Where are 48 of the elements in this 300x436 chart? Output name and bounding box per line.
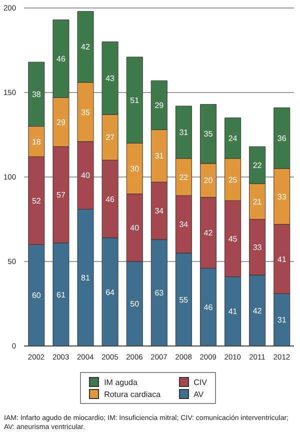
data-label: 22 (252, 161, 262, 170)
data-label: 34 (154, 206, 164, 216)
data-label: 40 (130, 224, 140, 233)
data-label: 42 (204, 228, 214, 238)
data-label: 27 (106, 133, 116, 142)
data-label: 21 (252, 197, 262, 206)
data-label: 20 (204, 176, 214, 186)
data-label: 22 (179, 172, 189, 182)
data-label: 46 (56, 54, 66, 64)
data-label: 61 (56, 290, 66, 300)
legend-label: Rotura cardiaca (104, 390, 161, 398)
data-label: 41 (277, 254, 287, 264)
data-label: 50 (130, 300, 140, 309)
data-label: 57 (56, 190, 66, 200)
data-label: 42 (252, 306, 262, 316)
legend-label: IM aguda (104, 378, 138, 386)
data-label: 45 (228, 234, 238, 244)
data-label: 40 (81, 171, 91, 180)
legend-label: AV (194, 390, 204, 398)
data-label: 18 (32, 137, 42, 146)
data-label: 42 (81, 42, 91, 52)
data-label: 34 (179, 220, 189, 230)
data-label: 35 (81, 108, 91, 117)
data-label: 33 (252, 242, 262, 252)
legend-label: CIV (194, 378, 207, 386)
data-label: 60 (32, 291, 42, 300)
data-label: 46 (204, 302, 214, 312)
data-label: 33 (277, 192, 287, 202)
data-label: 43 (106, 74, 116, 83)
data-label: 31 (179, 128, 189, 138)
data-label: 30 (130, 164, 140, 174)
data-label: 35 (204, 130, 214, 139)
data-label: 81 (81, 273, 91, 282)
data-label: 64 (106, 288, 116, 297)
data-label: 25 (228, 175, 238, 184)
data-label: 38 (32, 90, 42, 100)
data-label: 29 (56, 118, 66, 127)
data-label: 29 (154, 101, 164, 110)
data-label: 46 (106, 194, 116, 204)
data-label: 31 (154, 152, 164, 161)
data-label: 55 (179, 295, 189, 304)
data-label: 63 (154, 288, 164, 298)
data-label: 31 (277, 316, 287, 325)
data-label: 24 (228, 134, 238, 143)
data-label: 51 (130, 96, 140, 105)
data-label: 41 (228, 307, 238, 316)
data-label: 36 (277, 134, 287, 143)
data-label: 52 (32, 196, 42, 206)
